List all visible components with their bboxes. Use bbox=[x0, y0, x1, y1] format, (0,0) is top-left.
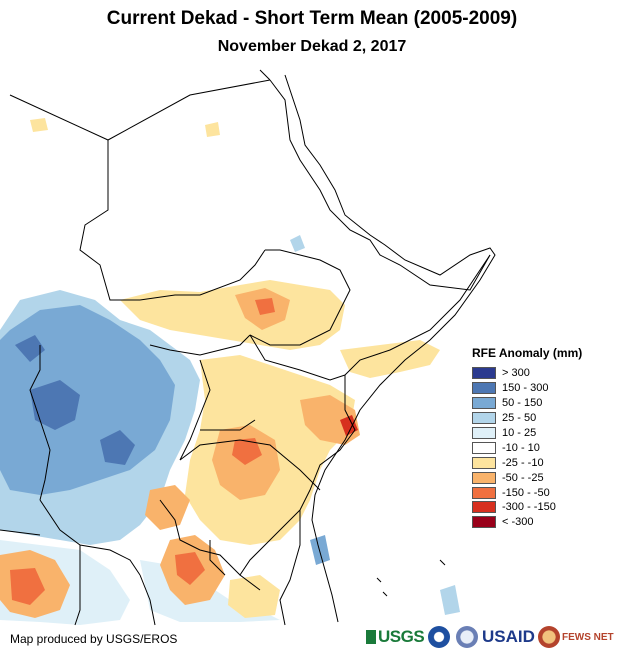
legend-swatch bbox=[472, 516, 496, 529]
legend-swatch bbox=[472, 441, 496, 454]
legend-item: -50 - -25 bbox=[472, 470, 622, 485]
legend-label: < -300 bbox=[502, 516, 534, 529]
legend-swatch bbox=[472, 471, 496, 484]
legend-label: -10 - 10 bbox=[502, 441, 540, 454]
legend-item: -150 - -50 bbox=[472, 485, 622, 500]
legend-label: -300 - -150 bbox=[502, 501, 556, 514]
legend-item: < -300 bbox=[472, 515, 622, 530]
coastline bbox=[259, 69, 496, 623]
noaa-logo bbox=[428, 624, 450, 650]
legend-swatch bbox=[472, 456, 496, 469]
legend-item: -300 - -150 bbox=[472, 500, 622, 515]
legend-swatch bbox=[472, 501, 496, 514]
legend-item: 10 - 25 bbox=[472, 426, 622, 441]
fews-net-logo: FEWS NET bbox=[538, 624, 614, 650]
legend-swatch bbox=[472, 382, 496, 395]
legend-label: -25 - -10 bbox=[502, 456, 544, 469]
legend: RFE Anomaly (mm) > 300 150 - 300 50 - 150 2… bbox=[472, 346, 622, 530]
legend-item: -25 - -10 bbox=[472, 455, 622, 470]
legend-item: -10 - 10 bbox=[472, 440, 622, 455]
legend-rows: > 300 150 - 300 50 - 150 25 - 50 10 - 25 -10 … bbox=[472, 366, 622, 530]
legend-label: 50 - 150 bbox=[502, 397, 543, 410]
legend-item: 25 - 50 bbox=[472, 411, 622, 426]
nasa-logo bbox=[456, 624, 478, 650]
legend-item: 50 - 150 bbox=[472, 396, 622, 411]
legend-swatch bbox=[472, 412, 496, 425]
wet-anomaly-areas bbox=[0, 235, 460, 625]
legend-swatch bbox=[472, 367, 496, 380]
usgs-logo: USGS bbox=[366, 624, 425, 650]
legend-item: > 300 bbox=[472, 366, 622, 381]
legend-label: -150 - -50 bbox=[502, 486, 550, 499]
legend-label: > 300 bbox=[502, 367, 530, 380]
usaid-logo: USAID bbox=[482, 627, 535, 646]
legend-label: 10 - 25 bbox=[502, 427, 537, 439]
legend-swatch bbox=[472, 397, 496, 410]
map-subtitle: November Dekad 2, 2017 bbox=[217, 38, 407, 55]
legend-swatch bbox=[472, 427, 496, 439]
legend-swatch bbox=[472, 486, 496, 499]
country-borders bbox=[0, 79, 491, 626]
legend-label: 150 - 300 bbox=[502, 382, 549, 395]
legend-label: 25 - 50 bbox=[502, 412, 537, 425]
logo-strip: USGS USAID FEWS NET bbox=[366, 624, 620, 650]
legend-item: 150 - 300 bbox=[472, 381, 622, 396]
credit-text: Map produced by USGS/EROS bbox=[10, 632, 178, 646]
dry-anomaly-areas bbox=[0, 118, 440, 618]
map-title: Current Dekad - Short Term Mean (2005-20… bbox=[106, 8, 518, 29]
legend-label: -50 - -25 bbox=[502, 471, 544, 484]
legend-title: RFE Anomaly (mm) bbox=[472, 346, 583, 360]
